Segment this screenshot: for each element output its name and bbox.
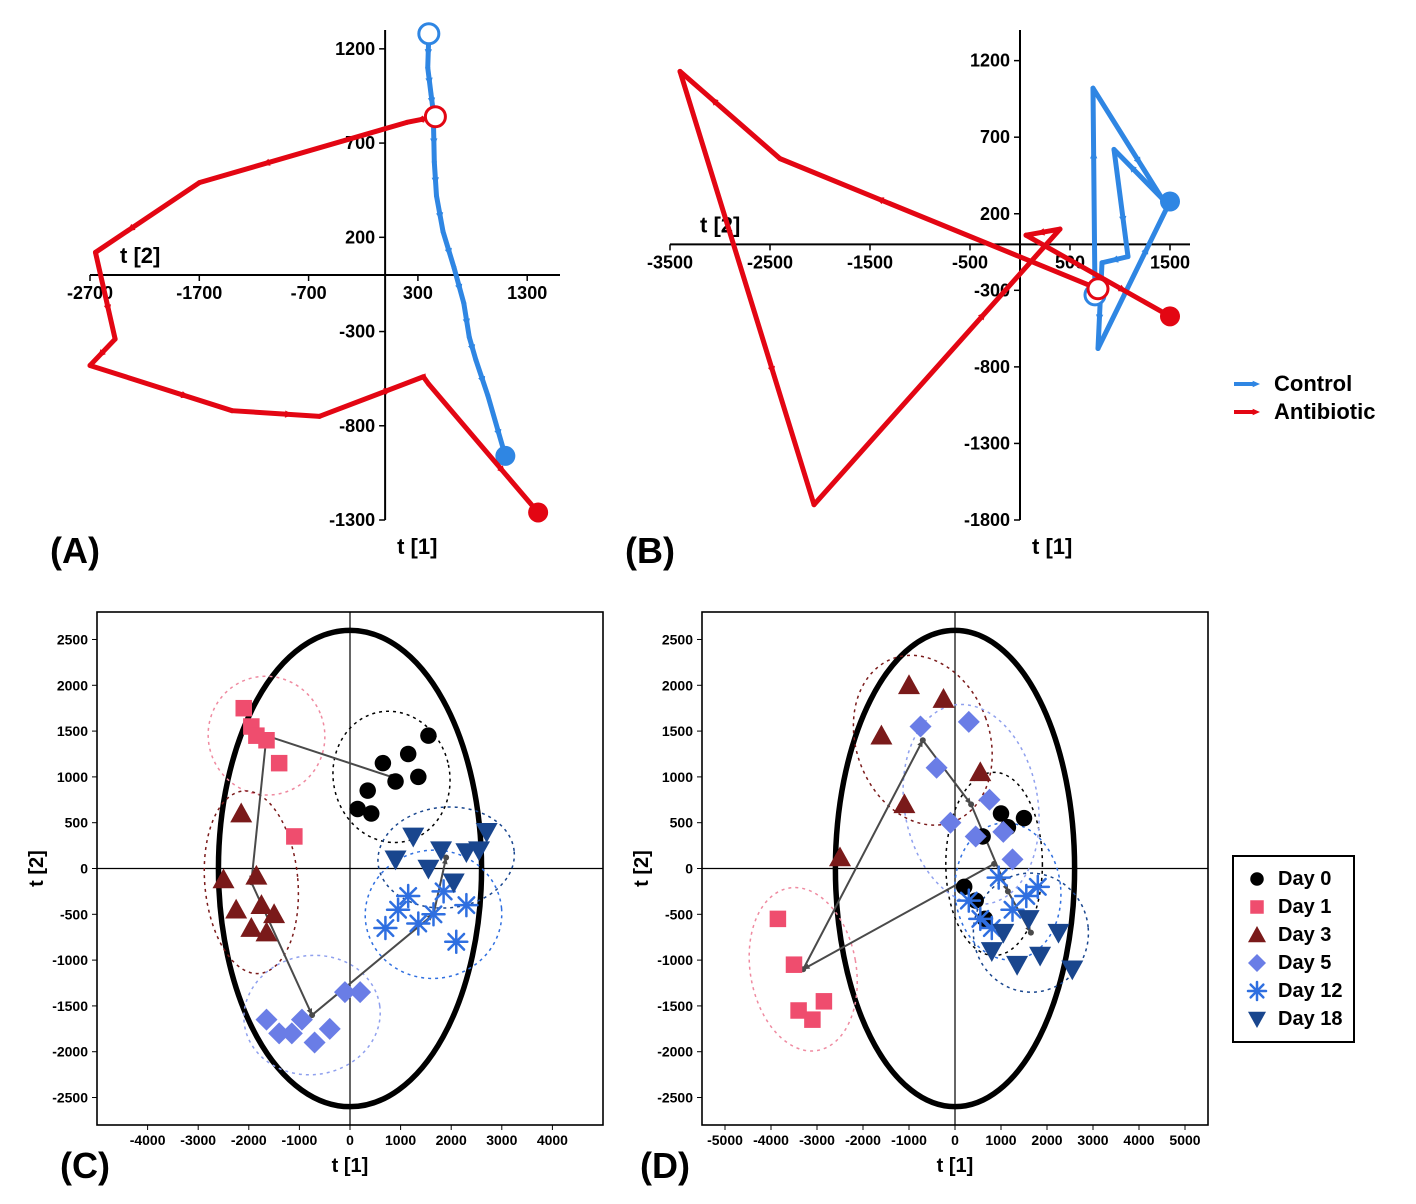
svg-text:4000: 4000 [537,1132,568,1148]
svg-text:-4000: -4000 [130,1132,166,1148]
svg-text:700: 700 [980,127,1010,147]
svg-text:-1500: -1500 [52,998,88,1014]
svg-text:3000: 3000 [486,1132,517,1148]
svg-text:-2000: -2000 [52,1044,88,1060]
svg-text:t [2]: t [2] [26,850,48,887]
panel-c: -4000 -3000 -2000 -1000 0 1000 2000 3000 4000 -25… [25,600,615,1180]
svg-text:-1000: -1000 [281,1132,317,1148]
svg-text:-500: -500 [60,906,88,922]
panel-d: -5000-4000-3000-2000-1000010002000300040… [630,600,1220,1180]
svg-text:200: 200 [345,227,375,247]
legend-cd: Day 0Day 1Day 3Day 5Day 12Day 18 [1232,855,1355,1043]
legend-item: Day 5 [1244,949,1343,977]
panel-c-label: (C) [60,1145,110,1187]
svg-text:-2500: -2500 [52,1090,88,1106]
svg-text:5000: 5000 [1169,1132,1200,1148]
legend-item: Day 18 [1244,1005,1343,1033]
svg-text:-1700: -1700 [176,283,222,303]
svg-text:t [2]: t [2] [120,243,160,268]
svg-text:500: 500 [670,815,694,831]
svg-text:-2000: -2000 [231,1132,267,1148]
svg-text:-5000: -5000 [707,1132,743,1148]
svg-text:500: 500 [65,815,89,831]
svg-text:-1800: -1800 [964,510,1010,530]
svg-text:-300: -300 [339,322,375,342]
panel-a-label: (A) [50,530,100,572]
svg-text:t [1]: t [1] [397,534,437,559]
svg-text:-1300: -1300 [329,510,375,530]
legend-item: Day 3 [1244,921,1343,949]
svg-text:-500: -500 [665,906,693,922]
svg-text:300: 300 [403,283,433,303]
svg-text:1000: 1000 [985,1132,1016,1148]
svg-text:-1500: -1500 [657,998,693,1014]
svg-text:-1500: -1500 [847,252,893,272]
svg-text:-500: -500 [952,252,988,272]
svg-text:4000: 4000 [1123,1132,1154,1148]
legend-item: Day 0 [1244,865,1343,893]
svg-text:2500: 2500 [662,631,693,647]
svg-text:1000: 1000 [57,769,88,785]
legend-item: Day 1 [1244,893,1343,921]
svg-text:t [1]: t [1] [1032,534,1072,559]
svg-text:2000: 2000 [662,677,693,693]
panel-b: -3500-2500-1500-5005001500-1800-1300-800… [600,10,1210,570]
svg-text:t [2]: t [2] [631,850,653,887]
svg-text:2000: 2000 [57,677,88,693]
svg-text:1500: 1500 [1150,252,1190,272]
svg-text:3000: 3000 [1077,1132,1108,1148]
svg-text:1500: 1500 [662,723,693,739]
svg-text:1000: 1000 [662,769,693,785]
svg-text:200: 200 [980,204,1010,224]
svg-text:0: 0 [346,1132,354,1148]
legend-item: Day 12 [1244,977,1343,1005]
legend-item: Control [1232,370,1375,398]
svg-text:-1000: -1000 [657,952,693,968]
svg-text:-2000: -2000 [845,1132,881,1148]
svg-text:t [2]: t [2] [700,212,740,237]
svg-text:-3500: -3500 [647,252,693,272]
svg-text:1300: 1300 [507,283,547,303]
svg-text:1000: 1000 [385,1132,416,1148]
svg-text:1200: 1200 [970,51,1010,71]
svg-text:0: 0 [80,861,88,877]
svg-text:-2000: -2000 [657,1044,693,1060]
svg-text:-800: -800 [974,357,1010,377]
svg-text:-800: -800 [339,416,375,436]
svg-text:-1000: -1000 [891,1132,927,1148]
svg-text:2000: 2000 [1031,1132,1062,1148]
svg-text:t [1]: t [1] [332,1155,369,1177]
svg-text:-700: -700 [291,283,327,303]
svg-text:2500: 2500 [57,631,88,647]
svg-text:-2500: -2500 [747,252,793,272]
svg-text:0: 0 [685,861,693,877]
legend-item: Antibiotic [1232,398,1375,426]
svg-text:t [1]: t [1] [937,1155,974,1177]
svg-text:-3000: -3000 [799,1132,835,1148]
svg-text:-4000: -4000 [753,1132,789,1148]
svg-text:-3000: -3000 [180,1132,216,1148]
svg-text:1500: 1500 [57,723,88,739]
svg-text:-2500: -2500 [657,1090,693,1106]
panel-b-label: (B) [625,530,675,572]
panel-a: -2700-1700-7003001300-1300-800-300200700… [20,10,580,570]
svg-text:1200: 1200 [335,39,375,59]
legend-ab: ControlAntibiotic [1232,370,1375,426]
svg-text:0: 0 [951,1132,959,1148]
svg-text:-1300: -1300 [964,433,1010,453]
svg-text:-1000: -1000 [52,952,88,968]
svg-text:2000: 2000 [436,1132,467,1148]
panel-d-label: (D) [640,1145,690,1187]
